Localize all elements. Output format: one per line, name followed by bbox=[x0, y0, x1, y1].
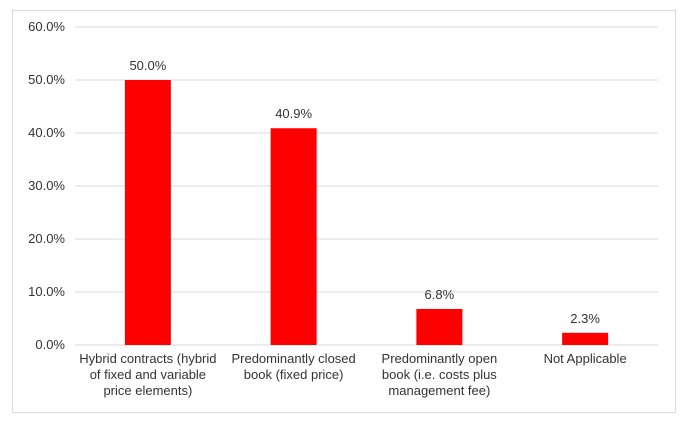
y-tick-label: 50.0% bbox=[28, 72, 65, 87]
chart-frame bbox=[12, 10, 676, 413]
y-tick-label: 30.0% bbox=[28, 178, 65, 193]
category-label-line: price elements) bbox=[103, 383, 192, 398]
bar bbox=[270, 128, 317, 345]
category-label: Predominantly closed book (fixed price) bbox=[231, 351, 355, 382]
category-label-line: management fee) bbox=[388, 383, 490, 398]
data-label: 50.0% bbox=[129, 58, 166, 73]
category-label-line: book (fixed price) bbox=[244, 367, 344, 382]
bar bbox=[562, 332, 609, 345]
category-label-line: Predominantly open bbox=[382, 351, 498, 366]
y-tick-label: 0.0% bbox=[35, 337, 65, 352]
category-label-line: Predominantly closed bbox=[231, 351, 355, 366]
data-label: 6.8% bbox=[425, 287, 455, 302]
category-label-line: Not Applicable bbox=[544, 351, 627, 366]
bar bbox=[416, 308, 463, 345]
data-label: 40.9% bbox=[275, 106, 312, 121]
category-label: Hybrid contracts (hybrid of fixed and var… bbox=[79, 351, 216, 398]
data-label: 2.3% bbox=[570, 311, 600, 326]
y-tick-label: 20.0% bbox=[28, 231, 65, 246]
category-label-line: book (i.e. costs plus bbox=[382, 367, 497, 382]
y-tick-label: 10.0% bbox=[28, 284, 65, 299]
category-label-line: Hybrid contracts (hybrid bbox=[79, 351, 216, 366]
category-label: Predominantly open book (i.e. costs plus m… bbox=[382, 351, 498, 398]
y-tick-label: 60.0% bbox=[28, 19, 65, 34]
bar bbox=[124, 80, 171, 345]
category-label: Not Applicable bbox=[544, 351, 627, 366]
y-tick-label: 40.0% bbox=[28, 125, 65, 140]
category-label-line: of fixed and variable bbox=[90, 367, 206, 382]
